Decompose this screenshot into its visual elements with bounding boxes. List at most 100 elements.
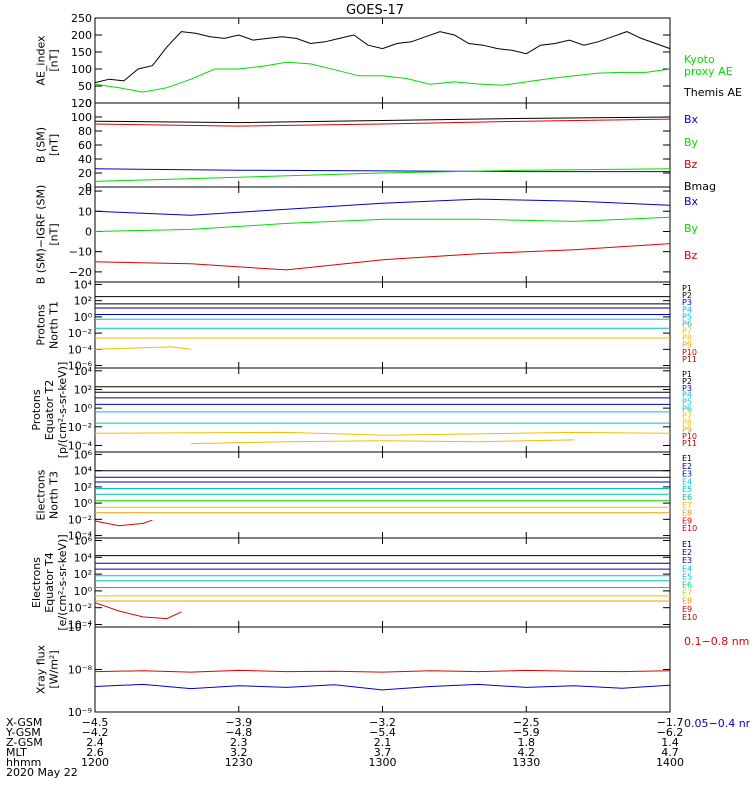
channel-label-P3: P3 xyxy=(682,298,692,307)
channel-label-E3: E3 xyxy=(682,556,692,565)
channel-label-E2: E2 xyxy=(682,462,692,471)
y-tick-label: 10⁻⁴ xyxy=(68,343,93,356)
x-axis-row-value: −5.4 xyxy=(369,726,396,739)
x-axis-row-label: X-GSM xyxy=(6,716,42,729)
x-axis-row-value: 1.8 xyxy=(518,736,536,749)
series-label-Bz: Bz xyxy=(684,158,698,171)
y-axis-label: [p/(cm²-s-sr-keV)] xyxy=(56,362,69,459)
series-By xyxy=(94,168,671,182)
x-axis-row-label: Y-GSM xyxy=(5,726,41,739)
channel-label-P6: P6 xyxy=(682,319,692,328)
panel-frame xyxy=(94,451,671,539)
series-By xyxy=(94,216,671,232)
y-tick-label: 10⁻⁷ xyxy=(68,621,92,634)
x-axis-row-value: 1330 xyxy=(512,756,540,769)
series-Bx xyxy=(94,198,671,216)
y-tick-label: 0 xyxy=(85,97,92,110)
y-axis-label: [nT] xyxy=(48,49,61,71)
y-tick-label: −20 xyxy=(69,266,92,279)
channel-label-P10: P10 xyxy=(682,348,697,357)
y-tick-label: 80 xyxy=(78,125,92,138)
channel-label-P7: P7 xyxy=(682,411,692,420)
y-tick-label: 40 xyxy=(78,153,92,166)
y-axis-label: Protons xyxy=(30,389,43,430)
x-axis-row-value: −2.5 xyxy=(513,716,540,729)
y-axis-label: Xray flux xyxy=(35,644,48,694)
y-axis-label: Electrons xyxy=(35,469,48,520)
y-tick-label: −10 xyxy=(69,246,92,259)
series-Bz xyxy=(94,243,671,271)
channel-label-E8: E8 xyxy=(682,597,692,606)
x-axis-row-value: 3.7 xyxy=(374,746,392,759)
x-axis-row-value: 1200 xyxy=(81,756,109,769)
x-axis-row-value: −4.5 xyxy=(82,716,109,729)
series-label-Kyoto proxy AE: Kyoto xyxy=(684,53,715,66)
channel-label-P5: P5 xyxy=(682,312,692,321)
channel-label-E10: E10 xyxy=(682,613,697,622)
channel-label-P8: P8 xyxy=(682,418,692,427)
channel-label-E4: E4 xyxy=(682,477,692,486)
channel-label-P7: P7 xyxy=(682,327,692,336)
y-axis-label: B (SM)−IGRF (SM) xyxy=(35,185,48,285)
x-axis-row-value: 2.6 xyxy=(86,746,104,759)
channel-label-P2: P2 xyxy=(682,377,692,386)
series-label-Bx: Bx xyxy=(684,113,699,126)
y-tick-label: 10⁻⁴ xyxy=(68,530,93,543)
y-tick-label: 250 xyxy=(71,12,92,25)
series-0.05−0.4 nm xyxy=(94,683,671,691)
y-tick-label: 20 xyxy=(78,167,92,180)
panel-frame xyxy=(94,537,671,628)
channel-label-E6: E6 xyxy=(682,493,692,502)
channel-label-E4: E4 xyxy=(682,564,692,573)
y-axis-label: AE_index xyxy=(35,35,48,86)
series-Bz xyxy=(94,118,671,127)
y-tick-label: 10⁻⁴ xyxy=(68,439,93,452)
channel-label-E9: E9 xyxy=(682,605,692,614)
x-axis-row-value: 1230 xyxy=(225,756,253,769)
x-axis-row-value: 4.7 xyxy=(661,746,679,759)
x-axis-row-value: −6.2 xyxy=(657,726,684,739)
channel-label-P3: P3 xyxy=(682,384,692,393)
x-axis-row-value: −4.8 xyxy=(225,726,252,739)
y-tick-label: 10⁻⁴ xyxy=(68,618,93,631)
y-axis-label: [e/(cm²-s-sr-keV)] xyxy=(56,534,69,630)
y-tick-label: 10⁰ xyxy=(74,497,93,510)
x-axis-row-value: −3.2 xyxy=(369,716,396,729)
channel-label-P1: P1 xyxy=(682,370,692,379)
series-label-Bmag: Bmag xyxy=(684,180,716,193)
y-tick-label: 200 xyxy=(71,29,92,42)
series-label-Bx: Bx xyxy=(684,195,699,208)
channel-label-P9: P9 xyxy=(682,341,692,350)
y-axis-label: Protons xyxy=(35,304,48,345)
x-axis-row-value: 3.2 xyxy=(230,746,248,759)
channel-label-E8: E8 xyxy=(682,509,692,518)
y-tick-label: 60 xyxy=(78,139,92,152)
channel-label-P4: P4 xyxy=(682,305,692,314)
series-P8 xyxy=(94,346,191,350)
y-axis-label: [nT] xyxy=(48,223,61,245)
channel-label-E2: E2 xyxy=(682,548,692,557)
panel-digrf: −20 −10 0 10 20 B (SM)−IGRF (SM) [nT] Bx By Bz xyxy=(35,185,699,285)
y-axis-label: Equator T2 xyxy=(43,380,56,440)
y-tick-label: 10⁻² xyxy=(68,327,92,340)
x-axis-row-label: MLT xyxy=(6,746,27,759)
y-tick-label: 150 xyxy=(71,46,92,59)
y-axis-label: [nT] xyxy=(48,134,61,156)
channel-label-P4: P4 xyxy=(682,391,692,400)
series-label-0.05−0.4 nm: 0.05−0.4 nm xyxy=(684,717,750,730)
x-axis-row-value: 1.4 xyxy=(661,736,679,749)
y-tick-label: 10⁻² xyxy=(68,602,92,615)
channel-label-E5: E5 xyxy=(682,572,692,581)
channel-label-E3: E3 xyxy=(682,470,692,479)
panel-pn: 10⁻⁶ 10⁻⁴ 10⁻² 10⁰ 10² 10⁴ Protons North T1 P1P2… xyxy=(35,278,698,372)
panel-eeq: 10⁻⁴ 10⁻² 10⁰ 10² 10⁴ 10⁶ Electrons Equator T4[… xyxy=(30,534,697,631)
series-label-0.1−0.8 nm: 0.1−0.8 nm xyxy=(684,635,749,648)
channel-label-P9: P9 xyxy=(682,425,692,434)
channel-label-P6: P6 xyxy=(682,405,692,414)
channel-label-E7: E7 xyxy=(682,501,692,510)
y-tick-label: 120 xyxy=(71,97,92,110)
